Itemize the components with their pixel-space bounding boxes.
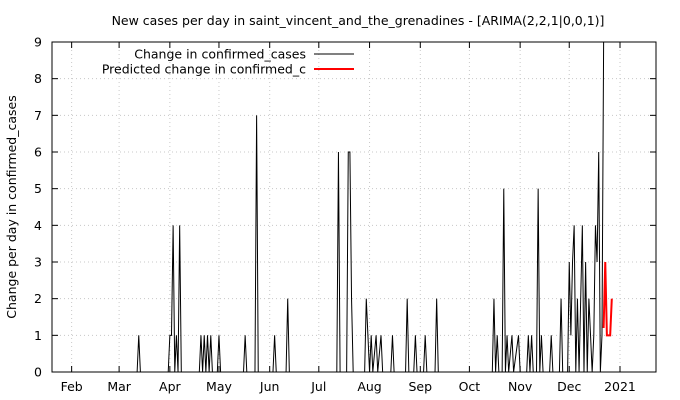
x-tick-label: Nov xyxy=(508,379,533,394)
y-tick-label: 3 xyxy=(34,255,42,270)
x-tick-label: Feb xyxy=(61,379,83,394)
y-tick-label: 1 xyxy=(34,328,42,343)
y-tick-label: 7 xyxy=(34,108,42,123)
y-tick-label: 0 xyxy=(34,365,42,380)
chart-title: New cases per day in saint_vincent_and_t… xyxy=(112,13,605,28)
series-line-predicted xyxy=(602,261,613,337)
series-lines xyxy=(136,41,613,373)
y-tick-label: 4 xyxy=(34,218,42,233)
x-tick-label: May xyxy=(206,379,232,394)
x-tick-label: Jul xyxy=(310,379,326,394)
legend-label: Change in confirmed_cases xyxy=(134,47,306,62)
x-tick-label: Dec xyxy=(557,379,581,394)
y-axis-label: Change per day in confirmed_cases xyxy=(4,95,19,318)
y-tick-label: 5 xyxy=(34,181,42,196)
legend-label: Predicted change in confirmed_c xyxy=(102,62,306,77)
y-tick-label: 2 xyxy=(34,291,42,306)
x-tick-label: Sep xyxy=(409,379,433,394)
grid-lines xyxy=(52,42,656,372)
series-line-actual xyxy=(136,41,605,373)
x-tick-label: 2021 xyxy=(604,379,636,394)
x-tick-label: Mar xyxy=(107,379,131,394)
axes: 0 1 2 3 4 5 6 7 8 9 Feb Mar Apr May Jun Jul Aug Sep Oct Nov… xyxy=(34,35,657,394)
x-tick-label: Aug xyxy=(357,379,381,394)
x-tick-label: Jun xyxy=(259,379,280,394)
y-tick-label: 6 xyxy=(34,145,42,160)
x-tick-label: Apr xyxy=(159,379,181,394)
x-tick-label: Oct xyxy=(459,379,481,394)
plot-frame xyxy=(51,41,657,373)
y-tick-label: 9 xyxy=(34,35,42,50)
y-tick-label: 8 xyxy=(34,71,42,86)
